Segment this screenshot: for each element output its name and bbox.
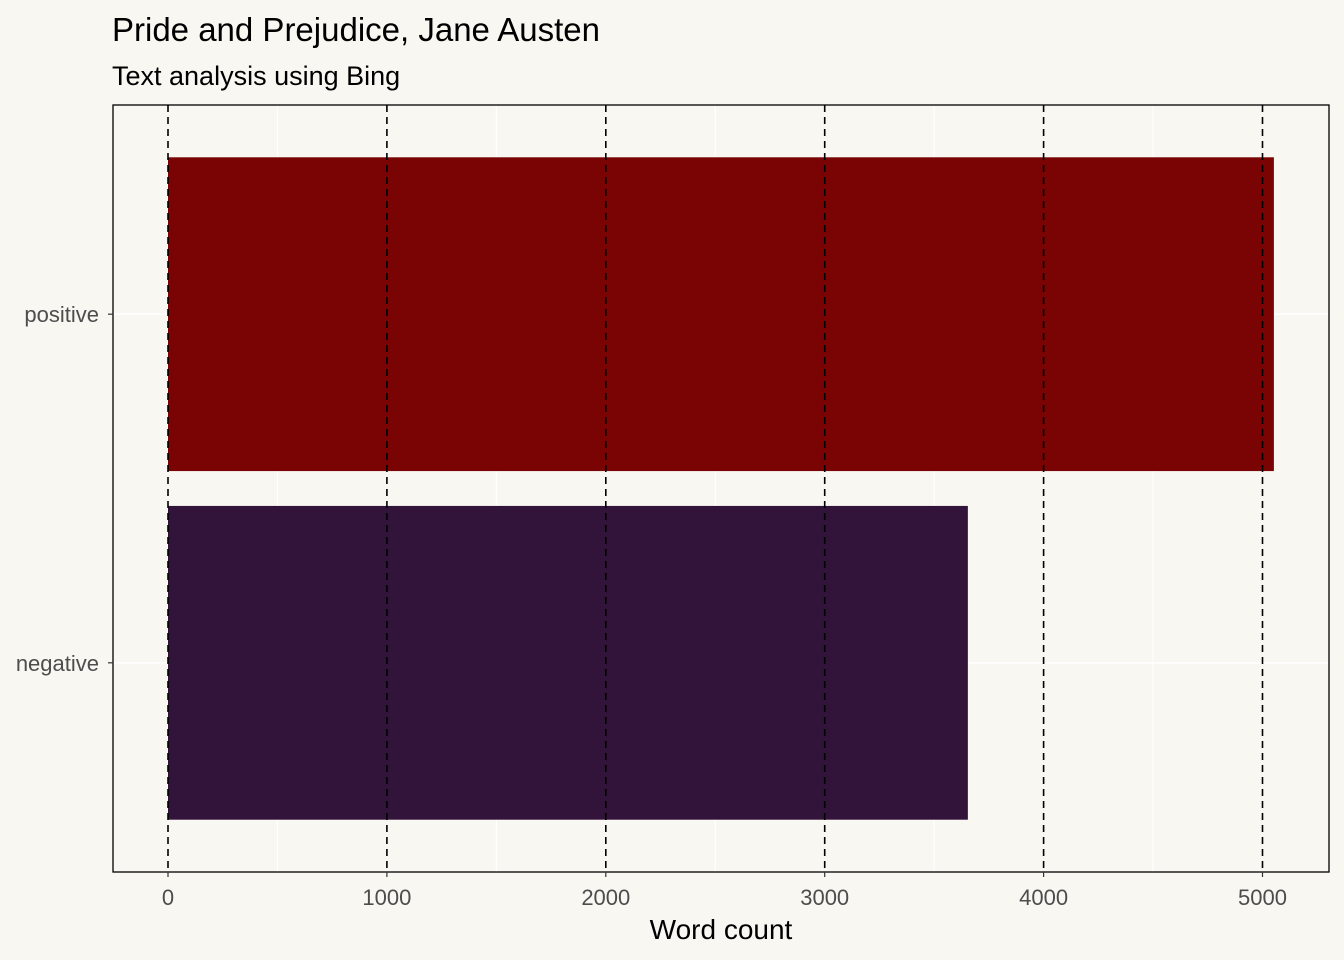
y-tick-label-positive: positive — [24, 302, 99, 327]
x-tick-label: 0 — [162, 885, 174, 910]
x-tick-label: 4000 — [1019, 885, 1068, 910]
bar-layer — [168, 157, 1274, 820]
bar-positive — [168, 157, 1274, 472]
panel-border — [112, 104, 1330, 873]
x-axis-ticks: 0 1000 2000 3000 4000 5000 — [162, 872, 1287, 910]
x-tick-label: 2000 — [581, 885, 630, 910]
x-tick-label: 3000 — [800, 885, 849, 910]
chart-subtitle: Text analysis using Bing — [112, 61, 400, 91]
x-tick-label: 1000 — [362, 885, 411, 910]
x-tick-label: 5000 — [1238, 885, 1287, 910]
bar-negative — [168, 505, 968, 820]
y-tick-label-negative: negative — [16, 651, 99, 676]
dash-gridline-layer — [167, 105, 1264, 872]
y-axis-ticks: negative positive — [16, 302, 113, 676]
chart-title: Pride and Prejudice, Jane Austen — [112, 11, 600, 48]
x-axis-title: Word count — [650, 914, 793, 945]
